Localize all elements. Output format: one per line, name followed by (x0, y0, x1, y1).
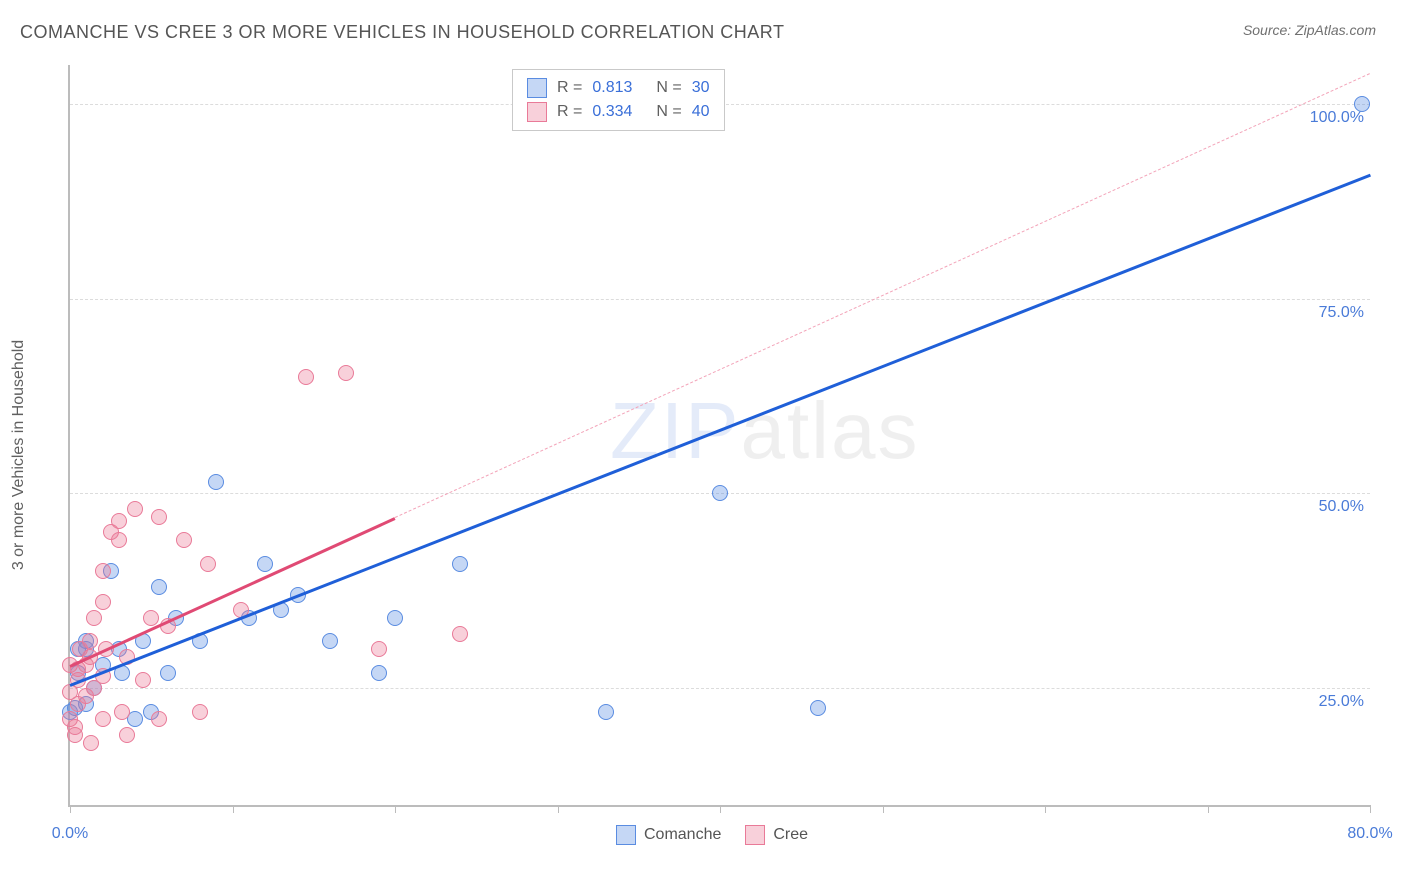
x-tick (1370, 805, 1371, 813)
scatter-point (95, 594, 111, 610)
scatter-point (151, 579, 167, 595)
scatter-point (452, 556, 468, 572)
x-tick (720, 805, 721, 813)
stats-legend: R = 0.813 N = 30 R = 0.334 N = 40 (512, 69, 725, 131)
scatter-point (83, 735, 99, 751)
gridline (70, 299, 1370, 300)
trend-line (69, 174, 1370, 687)
scatter-point (371, 665, 387, 681)
x-tick (395, 805, 396, 813)
scatter-point (387, 610, 403, 626)
scatter-point (151, 509, 167, 525)
scatter-point (67, 719, 83, 735)
x-tick (883, 805, 884, 813)
legend-swatch (616, 825, 636, 845)
r-label: R = (557, 103, 582, 121)
scatter-point (127, 501, 143, 517)
scatter-point (114, 704, 130, 720)
x-tick-label: 80.0% (1347, 825, 1392, 843)
r-value: 0.334 (592, 103, 632, 121)
y-tick-label: 75.0% (1319, 304, 1364, 322)
scatter-point (298, 369, 314, 385)
scatter-point (598, 704, 614, 720)
y-tick-label: 50.0% (1319, 498, 1364, 516)
scatter-point (135, 672, 151, 688)
x-tick (70, 805, 71, 813)
scatter-point (371, 641, 387, 657)
legend-swatch (527, 102, 547, 122)
scatter-point (143, 610, 159, 626)
x-tick (558, 805, 559, 813)
r-value: 0.813 (592, 79, 632, 97)
n-value: 30 (692, 79, 710, 97)
n-label: N = (656, 103, 681, 121)
series-legend: Comanche Cree (616, 825, 808, 845)
scatter-point (200, 556, 216, 572)
watermark-atlas: atlas (740, 386, 919, 475)
x-tick (1045, 805, 1046, 813)
scatter-point (176, 532, 192, 548)
x-tick (233, 805, 234, 813)
legend-swatch (527, 78, 547, 98)
scatter-point (257, 556, 273, 572)
plot-area: ZIPatlas 25.0%50.0%75.0%100.0%0.0%80.0%R… (68, 65, 1370, 807)
legend-swatch (745, 825, 765, 845)
x-tick-label: 0.0% (52, 825, 88, 843)
series-legend-label: Comanche (644, 826, 721, 844)
scatter-point (119, 727, 135, 743)
scatter-point (1354, 96, 1370, 112)
scatter-point (95, 711, 111, 727)
n-value: 40 (692, 103, 710, 121)
gridline (70, 688, 1370, 689)
y-tick-label: 25.0% (1319, 693, 1364, 711)
scatter-point (82, 633, 98, 649)
series-legend-label: Cree (773, 826, 808, 844)
scatter-point (712, 485, 728, 501)
scatter-point (338, 365, 354, 381)
stats-legend-row: R = 0.334 N = 40 (527, 100, 710, 124)
scatter-point (111, 513, 127, 529)
source-attribution: Source: ZipAtlas.com (1243, 22, 1376, 38)
series-legend-item: Cree (745, 825, 808, 845)
scatter-point (151, 711, 167, 727)
chart-title: COMANCHE VS CREE 3 OR MORE VEHICLES IN H… (20, 22, 784, 43)
series-legend-item: Comanche (616, 825, 721, 845)
chart-container: 3 or more Vehicles in Household ZIPatlas… (20, 55, 1390, 875)
scatter-point (192, 704, 208, 720)
scatter-point (160, 665, 176, 681)
trend-line (395, 73, 1370, 518)
n-label: N = (656, 79, 681, 97)
scatter-point (452, 626, 468, 642)
scatter-point (322, 633, 338, 649)
scatter-point (810, 700, 826, 716)
scatter-point (208, 474, 224, 490)
stats-legend-row: R = 0.813 N = 30 (527, 76, 710, 100)
y-tick-label: 100.0% (1310, 109, 1364, 127)
r-label: R = (557, 79, 582, 97)
y-axis-label: 3 or more Vehicles in Household (10, 340, 28, 570)
scatter-point (86, 610, 102, 626)
scatter-point (95, 563, 111, 579)
x-tick (1208, 805, 1209, 813)
scatter-point (111, 532, 127, 548)
